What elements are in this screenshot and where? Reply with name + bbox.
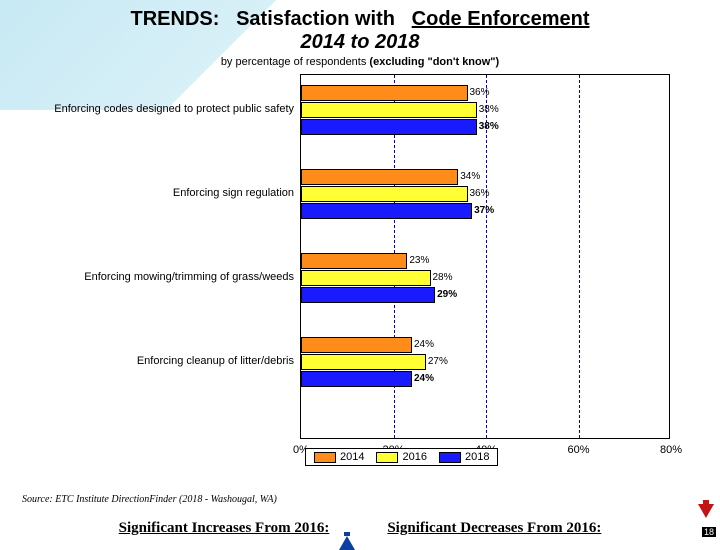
category-label: Enforcing codes designed to protect publ…	[44, 103, 294, 115]
bar-value-label: 36%	[470, 87, 490, 98]
bar-value-label: 27%	[428, 356, 448, 367]
category-label: Enforcing sign regulation	[44, 187, 294, 199]
legend-label: 2016	[402, 451, 426, 463]
increases-label: Significant Increases From 2016:	[119, 520, 330, 537]
source-citation: Source: ETC Institute DirectionFinder (2…	[22, 494, 277, 505]
slide-content: TRENDS: Satisfaction with Code Enforceme…	[0, 0, 720, 469]
title-trends: TRENDS:	[131, 8, 220, 30]
chart-subtitle: by percentage of respondents (excluding …	[22, 56, 698, 68]
category-label: Enforcing cleanup of litter/debris	[44, 355, 294, 367]
bar-value-label: 36%	[470, 188, 490, 199]
legend-item: 2016	[376, 451, 426, 463]
bar-value-label: 34%	[460, 171, 480, 182]
bar-value-label: 24%	[414, 339, 434, 350]
bar: 23%	[301, 253, 407, 269]
decreases-label: Significant Decreases From 2016:	[387, 520, 601, 537]
plot-area: 0%20%40%60%80%36%38%38%34%36%37%23%28%29…	[300, 74, 670, 439]
bar: 36%	[301, 186, 468, 202]
bar: 24%	[301, 337, 412, 353]
chart-title-line2: 2014 to 2018	[22, 31, 698, 54]
bar: 37%	[301, 203, 472, 219]
bar: 29%	[301, 287, 435, 303]
gridline	[579, 75, 580, 438]
bar: 36%	[301, 85, 468, 101]
up-arrow-icon	[339, 519, 355, 537]
legend-swatch	[314, 452, 336, 463]
chart-title-line1: TRENDS: Satisfaction with Code Enforceme…	[22, 8, 698, 31]
legend-item: 2018	[439, 451, 489, 463]
title-mid: Satisfaction with	[236, 8, 395, 30]
legend-swatch	[439, 452, 461, 463]
bar-value-label: 23%	[409, 255, 429, 266]
category-label: Enforcing mowing/trimming of grass/weeds	[44, 271, 294, 283]
bar-value-label: 37%	[474, 205, 494, 216]
slide-number: 18	[702, 527, 716, 537]
bar-value-label: 24%	[414, 373, 434, 384]
footer-bar: Significant Increases From 2016: Signifi…	[0, 516, 720, 540]
x-axis-tick: 60%	[567, 444, 589, 456]
bar-group: 24%27%24%	[301, 337, 426, 388]
bar-group: 36%38%38%	[301, 85, 477, 136]
bar-value-label: 28%	[433, 272, 453, 283]
legend-label: 2014	[340, 451, 364, 463]
bar: 38%	[301, 102, 477, 118]
bar-value-label: 38%	[479, 121, 499, 132]
bar: 38%	[301, 119, 477, 135]
bar-group: 23%28%29%	[301, 253, 435, 304]
x-axis-tick: 80%	[660, 444, 682, 456]
legend-item: 2014	[314, 451, 364, 463]
bar: 27%	[301, 354, 426, 370]
title-code-enforcement: Code Enforcement	[412, 8, 590, 30]
bar-value-label: 29%	[437, 289, 457, 300]
subtitle-prefix: by percentage of respondents	[221, 56, 370, 68]
legend-swatch	[376, 452, 398, 463]
bar-value-label: 38%	[479, 104, 499, 115]
subtitle-excluding: (excluding "don't know")	[369, 56, 499, 68]
bar: 28%	[301, 270, 431, 286]
bar: 34%	[301, 169, 458, 185]
chart: 0%20%40%60%80%36%38%38%34%36%37%23%28%29…	[40, 74, 680, 469]
legend: 2014 2016 2018	[305, 448, 498, 466]
bar: 24%	[301, 371, 412, 387]
legend-label: 2018	[465, 451, 489, 463]
bar-group: 34%36%37%	[301, 169, 472, 220]
